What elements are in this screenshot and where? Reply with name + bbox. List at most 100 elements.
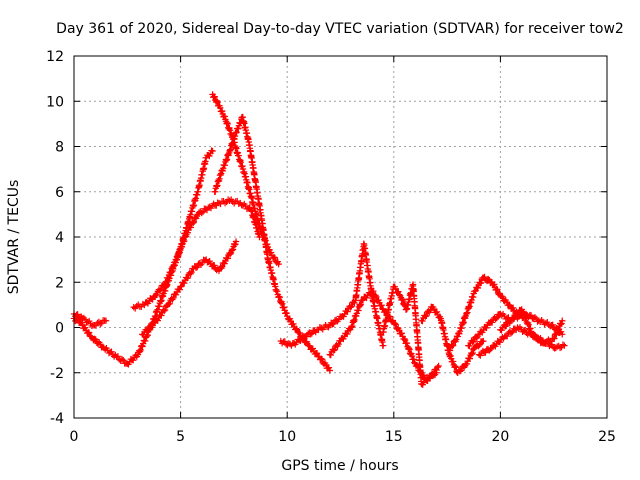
series-markers xyxy=(379,281,442,388)
data-point xyxy=(196,213,199,216)
data-point xyxy=(499,294,502,298)
series-sat-g xyxy=(277,240,387,349)
data-point xyxy=(405,308,408,311)
data-point xyxy=(503,335,506,338)
data-point xyxy=(499,328,502,331)
data-point xyxy=(552,337,555,341)
data-layer xyxy=(70,91,568,388)
data-point xyxy=(164,281,167,284)
data-point xyxy=(162,292,165,295)
data-point xyxy=(204,258,208,261)
data-point xyxy=(477,333,481,336)
data-point xyxy=(153,321,157,325)
data-point xyxy=(371,290,374,293)
data-point xyxy=(411,283,415,286)
data-point xyxy=(413,362,417,365)
data-point xyxy=(554,346,558,350)
data-point xyxy=(403,337,406,341)
data-point xyxy=(439,317,442,320)
data-point xyxy=(317,355,321,359)
data-point xyxy=(89,335,93,338)
data-point xyxy=(328,324,332,327)
data-point xyxy=(467,344,470,347)
data-point xyxy=(187,217,191,221)
data-point xyxy=(465,362,468,365)
data-point xyxy=(430,305,434,309)
data-point xyxy=(175,258,178,261)
data-point xyxy=(360,299,364,302)
data-point xyxy=(392,285,395,288)
data-point xyxy=(381,330,385,334)
data-point xyxy=(392,321,395,325)
data-point xyxy=(428,376,432,379)
y-tick-label: -2 xyxy=(50,366,64,382)
chart-title: Day 361 of 2020, Sidereal Day-to-day VTE… xyxy=(56,21,624,37)
data-point xyxy=(266,258,270,261)
series-sat-k xyxy=(446,273,530,354)
data-point xyxy=(381,344,385,347)
data-point xyxy=(275,290,278,293)
x-tick-label: 20 xyxy=(491,429,509,445)
data-point xyxy=(234,131,238,135)
data-point xyxy=(239,201,242,205)
data-point xyxy=(217,201,221,205)
data-point xyxy=(473,290,477,293)
data-point xyxy=(456,371,459,374)
x-tick-label: 10 xyxy=(278,429,296,445)
data-point xyxy=(339,339,342,343)
data-point xyxy=(398,294,402,298)
y-tick-label: 6 xyxy=(55,185,64,201)
data-point xyxy=(315,328,319,331)
y-tick-label: 0 xyxy=(55,321,64,337)
data-point xyxy=(91,324,95,327)
series-sat-d xyxy=(130,196,263,312)
data-point xyxy=(207,206,210,209)
data-point xyxy=(192,267,195,270)
data-point xyxy=(145,335,148,338)
data-point xyxy=(341,314,344,318)
x-tick-label: 25 xyxy=(598,429,616,445)
data-point xyxy=(482,276,485,279)
x-tick-label: 0 xyxy=(70,429,79,445)
data-point xyxy=(79,321,82,325)
data-point xyxy=(224,118,227,121)
data-point xyxy=(349,326,353,329)
x-tick-label: 5 xyxy=(176,429,185,445)
data-point xyxy=(115,355,118,359)
data-point xyxy=(141,333,144,336)
data-point xyxy=(279,339,283,343)
data-point xyxy=(185,231,189,234)
data-point xyxy=(488,321,491,325)
data-point xyxy=(561,319,564,322)
data-point xyxy=(136,353,140,356)
data-point xyxy=(249,208,253,212)
data-point xyxy=(254,179,257,182)
data-point xyxy=(213,190,216,193)
data-point xyxy=(102,346,106,350)
data-point xyxy=(448,353,451,356)
data-point xyxy=(179,285,182,288)
data-point xyxy=(228,149,231,153)
data-point xyxy=(104,319,108,322)
data-point xyxy=(236,154,240,157)
x-tick-label: 15 xyxy=(385,429,403,445)
data-point xyxy=(126,362,129,365)
data-point xyxy=(217,269,221,273)
series-sat-j xyxy=(418,303,487,376)
data-point xyxy=(529,333,532,336)
data-point xyxy=(81,317,84,320)
series-sat-n xyxy=(497,310,566,338)
data-point xyxy=(456,335,459,338)
data-point xyxy=(524,312,528,316)
series-sat-e xyxy=(139,238,240,339)
data-point xyxy=(490,346,494,350)
data-point xyxy=(520,308,523,311)
x-axis-label: GPS time / hours xyxy=(281,458,398,474)
data-point xyxy=(537,319,540,322)
data-point xyxy=(243,172,246,175)
data-point xyxy=(249,195,253,198)
data-point xyxy=(258,235,261,239)
data-point xyxy=(354,299,357,302)
data-point xyxy=(132,305,135,309)
data-point xyxy=(296,330,300,334)
